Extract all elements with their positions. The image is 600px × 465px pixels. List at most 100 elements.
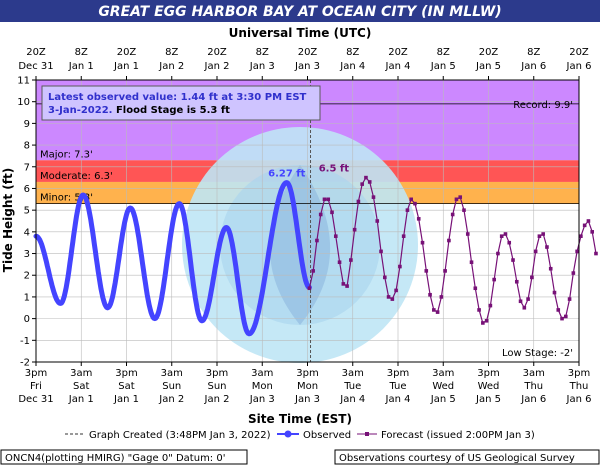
forecast-point <box>594 251 598 256</box>
forecast-point <box>586 219 591 223</box>
forecast-point <box>413 201 417 206</box>
low-stage-label: Low Stage: -2' <box>502 348 573 359</box>
forecast-point <box>447 238 451 243</box>
forecast-point <box>526 297 530 301</box>
top-tick-date: Jan 5 <box>430 61 456 72</box>
x-tick-time: 3pm <box>296 368 318 379</box>
x-tick-date: Jan 2 <box>204 394 230 405</box>
footer-right-box <box>334 449 600 465</box>
y-tick-label: 1 <box>24 292 30 303</box>
forecast-point <box>575 249 579 254</box>
top-tick-time: 20Z <box>26 47 46 58</box>
top-tick-time: 8Z <box>527 47 540 58</box>
forecast-point <box>352 227 357 232</box>
y-tick-label: 0 <box>24 314 30 325</box>
forecast-point <box>394 288 398 293</box>
x-tick-time: 3pm <box>206 368 228 379</box>
y-tick-label: 4 <box>24 227 30 238</box>
forecast-point <box>398 264 402 269</box>
forecast-point <box>469 260 474 265</box>
forecast-point <box>465 232 470 236</box>
forecast-point <box>582 223 587 228</box>
latest-date-text: 3-Jan-2022. Flood Stage is 5.3 ft <box>48 105 230 116</box>
y-tick-label: -1 <box>20 336 30 347</box>
forecast-point <box>326 197 331 202</box>
forecast-point <box>530 275 534 280</box>
forecast-point <box>545 245 549 249</box>
x-tick-day: Wed <box>478 381 500 392</box>
y-tick-label: 8 <box>24 141 30 152</box>
x-tick-day: Wed <box>432 381 454 392</box>
x-tick-time: 3am <box>70 368 92 379</box>
forecast-point <box>364 175 368 180</box>
x-tick-date: Jan 6 <box>520 394 546 405</box>
forecast-point <box>537 234 542 238</box>
latest-value-text: Latest observed value: 1.44 ft at 3:30 P… <box>48 92 307 103</box>
forecast-point <box>307 286 312 291</box>
latest-box-bg <box>41 85 321 121</box>
y-axis-title: Tide Height (ft) <box>1 168 15 272</box>
x-tick-date: Jan 3 <box>249 394 275 405</box>
y-tick-label: -2 <box>20 358 30 369</box>
legend-forecast-label: Forecast (issued 2:00PM Jan 3) <box>381 430 535 441</box>
flood-stage-text: Flood Stage is 5.3 ft <box>112 105 230 116</box>
forecast-point <box>428 292 432 297</box>
legend-observed-label: Observed <box>303 430 351 441</box>
y-tick-label: 5 <box>24 206 30 217</box>
x-tick-date: Jan 3 <box>294 394 320 405</box>
forecast-point <box>432 308 436 312</box>
forecast-point <box>330 210 334 215</box>
forecast-point <box>333 234 338 238</box>
x-tick-day: Fri <box>30 381 42 392</box>
x-tick-day: Thu <box>569 381 589 392</box>
x-tick-day: Tue <box>388 381 406 392</box>
footer-datum-text: ONCN4(plotting HMIRG) "Gage 0" Datum: 0' <box>5 453 225 464</box>
forecast-point <box>484 318 489 323</box>
x-tick-day: Sat <box>118 381 134 392</box>
forecast-point <box>564 314 568 319</box>
forecast-point <box>571 271 576 275</box>
x-tick-day: Mon <box>297 381 318 392</box>
forecast-point <box>322 197 327 202</box>
forecast-point <box>424 269 429 273</box>
forecast-point <box>522 305 527 310</box>
top-tick-time: 20Z <box>117 47 137 58</box>
peak-annotation-2: 6.5 ft <box>319 164 350 175</box>
forecast-point <box>420 240 425 245</box>
peak-annotation-1: 6.27 ft <box>268 169 306 180</box>
top-tick-date: Jan 4 <box>385 61 411 72</box>
forecast-point <box>590 230 594 234</box>
x-tick-date: Jan 4 <box>339 394 365 405</box>
top-tick-time: 8Z <box>437 47 450 58</box>
x-tick-date: Dec 31 <box>18 394 53 405</box>
forecast-point <box>311 269 315 273</box>
legend-forecast-marker <box>365 432 369 436</box>
forecast-point <box>579 234 583 238</box>
y-tick-label: 6 <box>24 184 30 195</box>
forecast-point <box>345 284 349 288</box>
x-tick-time: 3pm <box>115 368 137 379</box>
band-label-major: Major: 7.3' <box>40 149 93 160</box>
y-tick-label: 3 <box>24 249 30 260</box>
x-tick-day: Sun <box>162 381 181 392</box>
forecast-point <box>556 308 561 312</box>
x-tick-date: Jan 1 <box>68 394 94 405</box>
top-tick-time: 8Z <box>256 47 269 58</box>
top-tick-date: Jan 3 <box>249 61 275 72</box>
forecast-point <box>367 180 372 184</box>
axes: -2 -1 0 1 2 3 4 5 6 7 8 9 10 11 3pm Fri Dec 31 3am Sat Jan … <box>17 47 591 405</box>
forecast-point <box>567 297 572 301</box>
x-tick-time: 3am <box>432 368 454 379</box>
top-tick-time: 20Z <box>479 47 499 58</box>
x-tick-day: Mon <box>252 381 273 392</box>
series-layer <box>33 80 598 362</box>
footer-left-box <box>0 449 248 465</box>
forecast-point <box>341 282 346 286</box>
flood-band-labels: Major: 7.3' Moderate: 6.3' Minor: 5.3' Reco… <box>40 100 573 359</box>
top-axis-title: Universal Time (UTC) <box>229 26 372 40</box>
forecast-point <box>454 197 459 202</box>
legend-observed-marker <box>284 430 292 438</box>
forecast-point <box>477 308 481 312</box>
footer-credit-text: Observations courtesy of US Geological S… <box>339 453 575 464</box>
x-axis-title: Site Time (EST) <box>248 412 352 426</box>
